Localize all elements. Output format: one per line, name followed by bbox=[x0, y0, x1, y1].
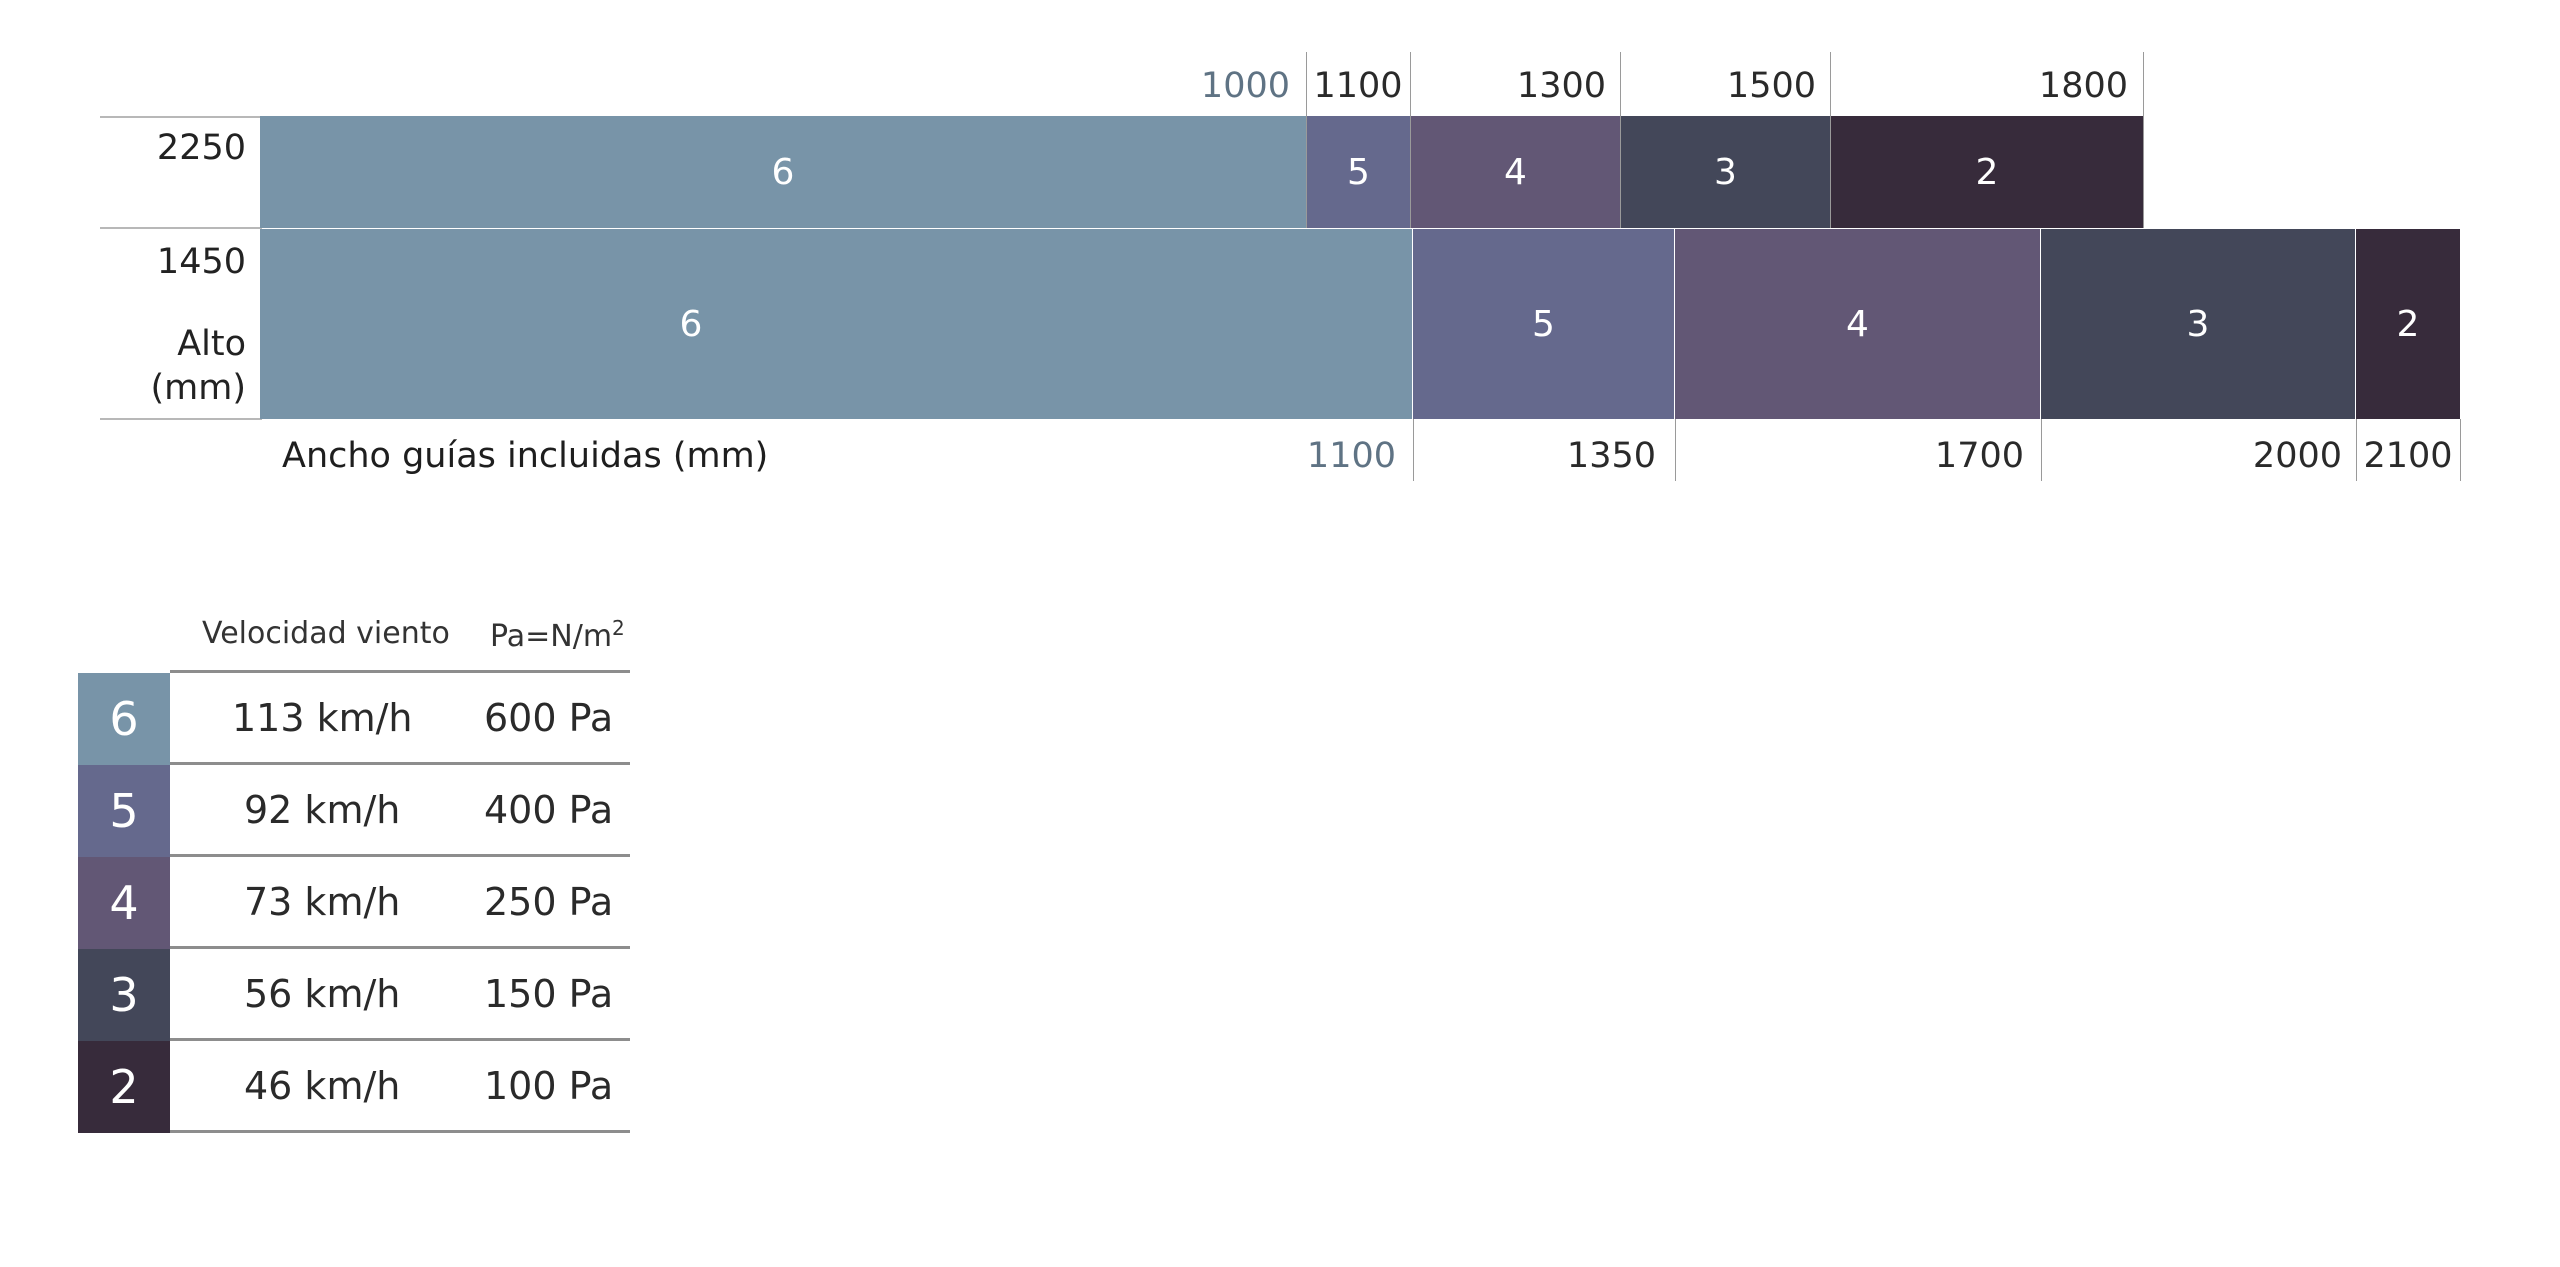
legend-swatch-3: 3 bbox=[78, 949, 170, 1041]
bottom-tick-line bbox=[2041, 419, 2042, 481]
middle-rule bbox=[100, 227, 262, 229]
bottom-tick-line bbox=[2356, 419, 2357, 481]
legend-rule bbox=[170, 1130, 630, 1133]
legend-rule bbox=[170, 670, 630, 673]
top-tick-1000: 1000 bbox=[1200, 66, 1290, 106]
cell-top-class-6: 6 bbox=[260, 116, 1306, 228]
legend-pressure-6: 600 Pa bbox=[484, 696, 614, 740]
cell-top-class-3: 3 bbox=[1621, 116, 1830, 228]
cell-bottom-class-2: 2 bbox=[2356, 229, 2460, 419]
bottom-tick-1100: 1100 bbox=[1306, 436, 1396, 476]
bottom-tick-line bbox=[1675, 419, 1676, 481]
legend-pressure-2: 100 Pa bbox=[484, 1064, 614, 1108]
top-tick-line bbox=[1410, 52, 1411, 228]
y-axis-labels: 2250 1450 Alto (mm) bbox=[100, 0, 247, 420]
legend-speed-2: 46 km/h bbox=[244, 1064, 401, 1108]
legend-pressure-5: 400 Pa bbox=[484, 788, 614, 832]
row-label-1450: 1450 bbox=[156, 242, 246, 282]
cell-bottom-class-3: 3 bbox=[2041, 229, 2355, 419]
legend-speed-6: 113 km/h bbox=[232, 696, 413, 740]
top-tick-1500: 1500 bbox=[1726, 66, 1816, 106]
legend-rule bbox=[170, 762, 630, 765]
legend-swatch-6: 6 bbox=[78, 673, 170, 765]
legend-swatch-4: 4 bbox=[78, 857, 170, 949]
legend-speed-3: 56 km/h bbox=[244, 972, 401, 1016]
bottom-tick-1700: 1700 bbox=[1934, 436, 2024, 476]
x-axis-title: Ancho guías incluidas (mm) bbox=[282, 436, 769, 476]
top-tick-line bbox=[1620, 52, 1621, 228]
bottom-tick-1350: 1350 bbox=[1566, 436, 1656, 476]
cell-top-class-5: 5 bbox=[1307, 116, 1410, 228]
bottom-rule bbox=[100, 418, 262, 420]
cell-top-class-4: 4 bbox=[1411, 116, 1620, 228]
legend-header-pressure: Pa=N/m2 bbox=[490, 616, 625, 654]
cell-top-class-2: 2 bbox=[1831, 116, 2143, 228]
legend-header-pressure-sup: 2 bbox=[612, 616, 625, 640]
cell-bottom-class-4: 4 bbox=[1675, 229, 2040, 419]
bottom-tick-2000: 2000 bbox=[2252, 436, 2342, 476]
legend-swatch-5: 5 bbox=[78, 765, 170, 857]
legend-pressure-3: 150 Pa bbox=[484, 972, 614, 1016]
y-axis-title-line1: Alto bbox=[177, 324, 246, 364]
legend-swatch-2: 2 bbox=[78, 1041, 170, 1133]
legend-header-pressure-text: Pa=N/m bbox=[490, 619, 613, 654]
cell-bottom-class-5: 5 bbox=[1413, 229, 1674, 419]
legend-speed-5: 92 km/h bbox=[244, 788, 401, 832]
legend-pressure-4: 250 Pa bbox=[484, 880, 614, 924]
legend-rule bbox=[170, 946, 630, 949]
top-tick-1100: 1100 bbox=[1313, 66, 1403, 106]
legend-rule bbox=[170, 854, 630, 857]
top-tick-line bbox=[2143, 52, 2144, 228]
bottom-tick-2100: 2100 bbox=[2363, 436, 2453, 476]
legend-rule bbox=[170, 1038, 630, 1041]
bottom-tick-line bbox=[1413, 419, 1414, 481]
cell-bottom-class-6: 6 bbox=[260, 229, 1412, 419]
top-tick-1300: 1300 bbox=[1516, 66, 1606, 106]
top-tick-line bbox=[1830, 52, 1831, 228]
legend-speed-4: 73 km/h bbox=[244, 880, 401, 924]
top-rule bbox=[100, 116, 262, 118]
bottom-tick-line bbox=[2460, 419, 2461, 481]
legend-header-speed: Velocidad viento bbox=[202, 616, 450, 651]
row-label-2250: 2250 bbox=[156, 128, 246, 168]
y-axis-title-line2: (mm) bbox=[150, 368, 247, 408]
top-tick-line bbox=[1306, 52, 1307, 228]
top-tick-1800: 1800 bbox=[2038, 66, 2128, 106]
